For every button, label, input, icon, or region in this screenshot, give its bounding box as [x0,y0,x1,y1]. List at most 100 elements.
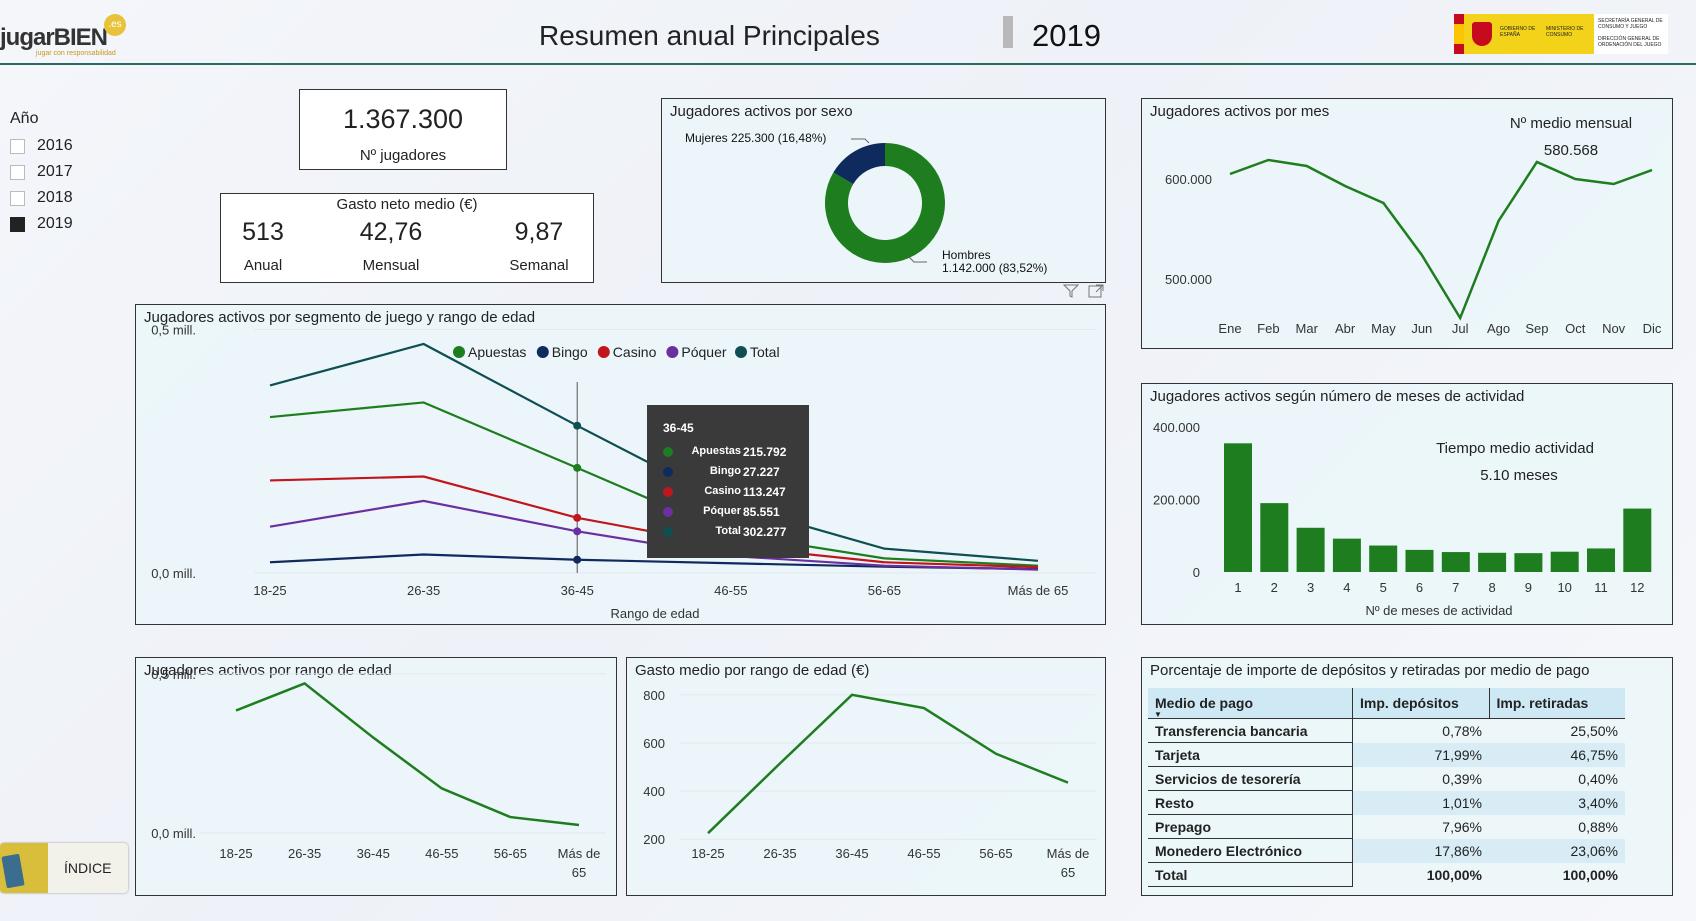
x-tick-label: 36-45 [835,846,868,861]
checkbox[interactable] [10,190,25,206]
panel-payment-methods: Porcentaje de importe de depósitos y ret… [1141,657,1673,896]
tooltip-series-name: Apuestas [691,445,741,457]
x-tick-label: Jun [1411,321,1432,336]
x-tick-label: 46-55 [907,846,940,861]
slicer-item-2019[interactable]: 2019 [10,215,73,233]
slicer-item-2016[interactable]: 2016 [10,137,73,155]
y-tick-label: 600 [643,736,665,751]
government-logo: GOBIERNO DE ESPAÑA MINISTERIO DE CONSUMO… [1454,14,1668,54]
x-tick-label: Dic [1643,321,1662,336]
annotation-label: Nº medio mensual [1510,115,1632,132]
checkbox[interactable] [10,164,25,180]
line-chart-segment: 0,0 mill. 0,5 mill. 18-25 26-35 36-45 46-55 56… [151,322,1096,621]
x-tick-label: 5 [1380,580,1387,595]
series-line [235,682,580,827]
tooltip-series-dot [663,507,673,517]
column-header-withdrawals[interactable]: Imp. retiradas [1489,688,1625,719]
legend-marker [666,346,679,358]
legend-marker [536,346,549,358]
panel-players-by-segment-age: Jugadores activos por segmento de juego … [135,304,1106,625]
label-hombres-value: 1.142.000 (83,52%) [942,261,1047,275]
column-header-method[interactable]: Medio de pago ▼ [1148,688,1353,719]
coat-of-arms-icon [1472,22,1492,46]
cell-method: Servicios de tesorería [1148,766,1353,791]
x-tick-label: Más de 65 [1008,583,1069,598]
x-tick-label: 56-65 [979,846,1012,861]
panel-title: Jugadores activos según número de meses … [1150,388,1525,405]
index-button[interactable]: ÍNDICE [0,843,128,893]
legend-label: Apuestas [468,344,526,360]
bar [1550,551,1579,572]
x-tick-label: Nov [1602,321,1626,336]
logo-tagline: jugar con responsabilidad [36,50,116,57]
slicer-item-2018[interactable]: 2018 [10,189,73,207]
cell-method: Tarjeta [1148,742,1353,767]
tooltip-header: 36-45 [663,421,694,435]
tooltip-row: Bingo 27.227 [663,463,803,481]
table-header-row: Medio de pago ▼ Imp. depósitos Imp. reti… [1148,688,1625,719]
checkbox[interactable] [10,216,25,232]
panel-title: Jugadores activos por mes [1150,103,1330,120]
table-total-row: Total 100,00% 100,00% [1148,862,1625,887]
leader-line-mujeres [851,138,870,144]
tooltip-series-value: 215.792 [743,445,787,459]
gov-text-2: MINISTERIO DE CONSUMO [1546,26,1584,38]
slicer-item-2017[interactable]: 2017 [10,163,73,181]
hover-point-bingo [573,555,582,564]
y-tick-label: 0,0 mill. [151,826,196,841]
series-line [1229,158,1653,321]
panel-title: Gasto medio por rango de edad (€) [635,662,870,679]
sort-desc-icon[interactable]: ▼ [1154,710,1162,719]
book-icon [0,843,48,893]
payment-methods-table: Medio de pago ▼ Imp. depósitos Imp. reti… [1148,688,1625,887]
panel-title: Porcentaje de importe de depósitos y ret… [1150,662,1590,679]
cell-deposits: 0,39% [1442,770,1482,787]
filter-icon[interactable] [1062,284,1080,298]
bar [1405,549,1434,572]
legend-label: Casino [613,344,657,360]
x-tick-label: 2 [1271,580,1278,595]
table-row: Monedero Electrónico 17,86% 23,06% [1148,838,1625,863]
cell-method: Transferencia bancaria [1148,718,1353,743]
legend-marker [453,346,465,358]
y-tick-label: 0 [1193,565,1200,580]
cell-deposits: 71,99% [1352,742,1489,767]
x-tick-label: 65 [1061,865,1075,880]
cell-withdrawals: 23,06% [1489,838,1625,863]
tooltip-series-value: 302.277 [743,525,787,539]
y-tick-label: 500.000 [1165,272,1212,287]
tooltip-series-name: Bingo [709,465,741,477]
x-tick-label: 4 [1343,580,1350,595]
checkbox[interactable] [10,138,25,154]
bar [1224,443,1252,572]
slicer-item-label: 2018 [37,189,73,206]
cell-method: Resto [1148,790,1353,815]
cell-withdrawals: 46,75% [1489,742,1625,767]
x-tick-label: 10 [1557,580,1571,595]
focus-mode-icon[interactable] [1088,284,1104,298]
cell-deposits: 0,78% [1442,722,1482,739]
tooltip-row: Total 302.277 [663,523,803,541]
kpi-spend-monthly-label: Mensual [362,257,420,274]
kpi-players-card: 1.367.300 Nº jugadores [299,89,507,170]
cell-method: Total [1148,862,1353,887]
cell-method: Prepago [1148,814,1353,839]
kpi-spend-title: Gasto neto medio (€) [336,196,478,213]
x-tick-label: 7 [1452,580,1459,595]
tooltip: 36-45 Apuestas 215.792 Bingo 27.227 Casino 11… [647,405,809,558]
annotation-value: 580.568 [1544,142,1598,159]
column-header-deposits[interactable]: Imp. depósitos [1352,688,1490,719]
y-tick-label: 800 [643,688,665,703]
y-tick-label: 400.000 [1153,420,1200,435]
x-tick-label: Más de [558,846,601,861]
x-tick-label: Abr [1335,321,1356,336]
y-tick-label: 200 [643,832,665,847]
annotation-value: 5.10 meses [1480,467,1558,484]
bar [1332,538,1361,572]
x-tick-label: 56-65 [868,583,901,598]
bar [1441,552,1470,572]
donut-chart-sex: Mujeres 225.300 (16,48%) Hombres1.142.000… [685,131,1047,275]
slicer-item-label: 2019 [37,215,73,232]
legend-marker [735,346,747,358]
